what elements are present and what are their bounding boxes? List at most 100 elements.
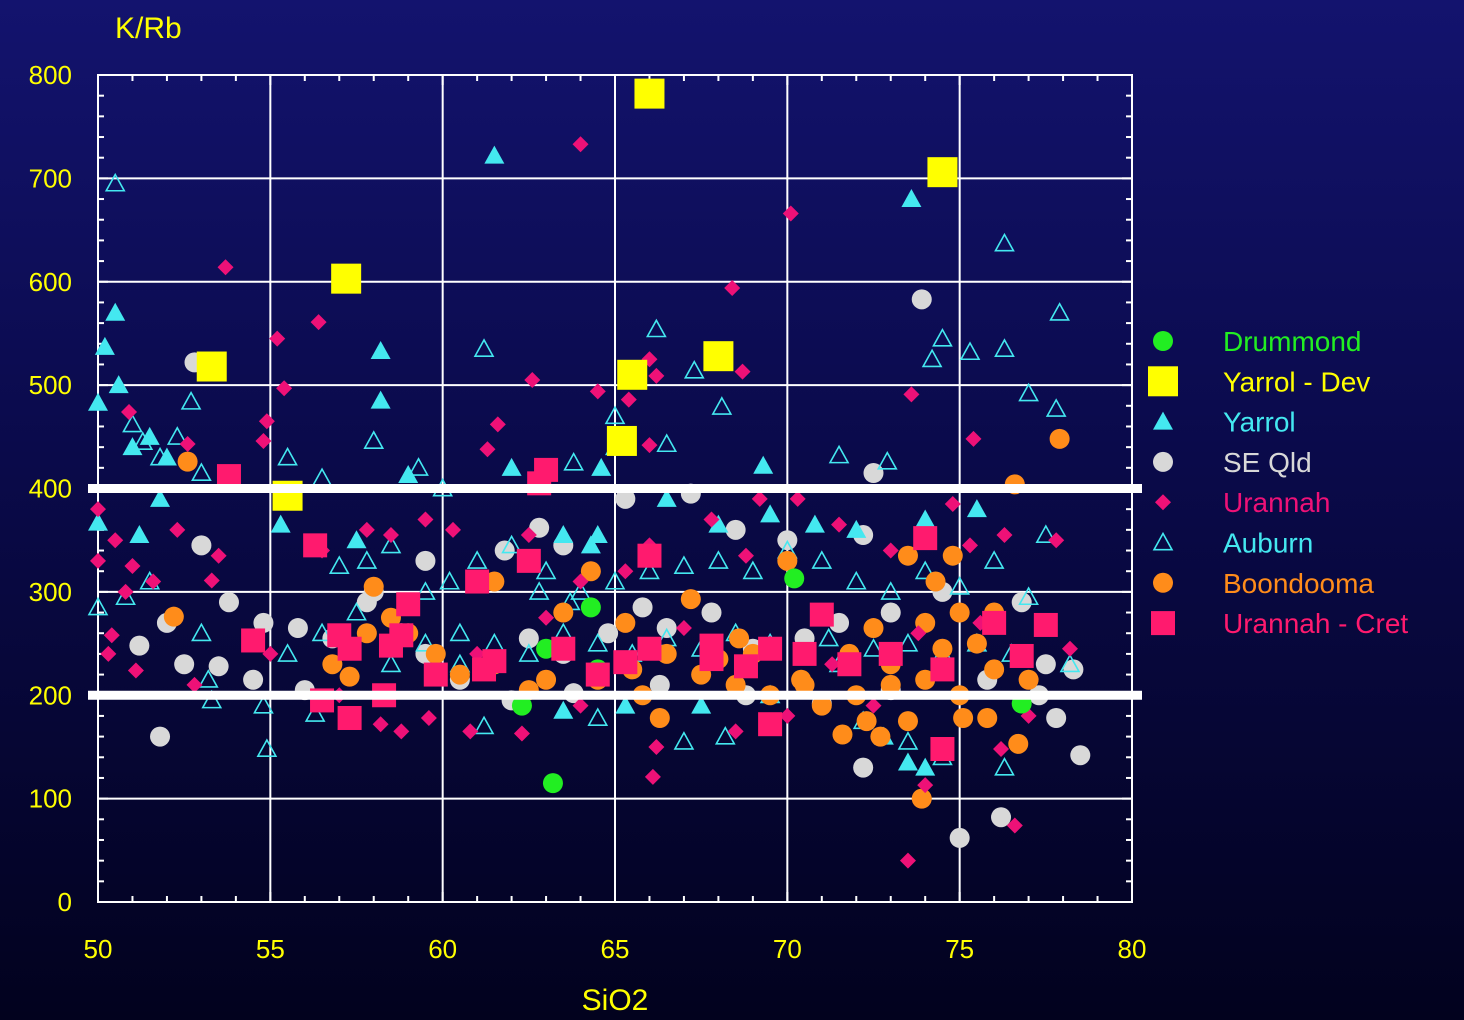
data-point [1049,302,1070,321]
data-point [930,737,955,762]
data-point [1063,659,1084,680]
data-point [878,641,903,666]
data-point [620,391,637,408]
data-point [932,638,953,659]
data-point [965,430,982,447]
data-point [356,623,377,644]
data-point [572,573,589,590]
data-point [724,279,741,296]
legend-item: Drummond [1153,326,1361,357]
data-point [675,620,692,637]
data-point [518,643,540,662]
data-point [617,563,634,580]
data-point [753,455,774,474]
data-point [177,451,198,472]
data-point [944,496,961,513]
y-tick-label: 400 [29,474,72,504]
y-axis-title: K/Rb [115,12,182,45]
data-point [553,525,574,544]
data-point [617,359,648,390]
data-point [276,380,293,397]
data-point [551,636,576,661]
data-point [737,547,754,564]
legend-label: Urannah - Cret [1223,608,1408,639]
data-point [208,656,229,677]
data-point [708,514,729,533]
data-point [604,570,626,590]
data-point [870,726,891,747]
data-point [880,602,901,623]
data-point [701,602,722,623]
data-point [572,697,589,714]
data-point [310,314,327,331]
data-point [649,674,670,695]
data-point [751,490,768,507]
data-point [714,725,736,745]
data-point [589,383,606,400]
data-point [277,643,298,662]
data-point [865,697,882,714]
x-tick-label: 60 [428,934,457,964]
data-point [580,597,601,618]
data-point [824,656,841,673]
data-point [777,550,798,571]
data-point [124,558,141,575]
data-point [363,430,385,449]
data-point [845,570,867,590]
data-point [673,555,695,575]
data-point [828,444,850,464]
data-point [449,664,470,685]
data-point [760,504,781,523]
data-point [708,550,729,569]
x-tick-label: 75 [945,934,974,964]
data-point [466,550,488,569]
data-point [203,572,220,589]
data-point [145,573,162,590]
legend-marker [1148,366,1178,397]
data-point [994,756,1015,776]
data-point [994,232,1015,252]
data-point [536,638,557,659]
data-point [542,773,563,794]
data-point [729,628,750,649]
data-point [637,636,662,661]
data-point [983,550,1005,569]
reference-lines [88,484,1142,700]
legend-item: Urannah [1155,487,1330,518]
data-points [87,78,1091,869]
data-point [829,612,850,633]
data-point [337,636,362,661]
data-point [191,535,212,556]
data-point [818,627,840,647]
data-point [789,490,806,507]
data-point [90,501,106,518]
data-point [538,609,555,626]
data-point [255,432,272,449]
data-point [87,596,109,616]
data-point [914,560,936,580]
legend-label: Auburn [1223,528,1313,559]
data-point [484,632,505,652]
data-point [646,318,667,338]
data-point [604,405,626,425]
data-point [913,526,938,551]
data-point [725,674,746,695]
data-point [1045,398,1067,417]
data-point [915,669,936,690]
data-point [632,597,653,618]
data-point [897,545,918,566]
data-point [465,569,490,594]
data-point [703,511,720,528]
legend-item: Yarrol - Dev [1148,366,1370,397]
data-point [346,601,367,621]
data-point [1033,612,1058,637]
legend-label: Urannah [1223,487,1330,518]
data-point [304,703,326,722]
y-tick-label: 0 [58,887,72,917]
data-point [804,514,825,533]
data-point [553,602,574,623]
data-point [673,731,695,750]
data-point [863,618,884,639]
data-point [372,716,389,733]
